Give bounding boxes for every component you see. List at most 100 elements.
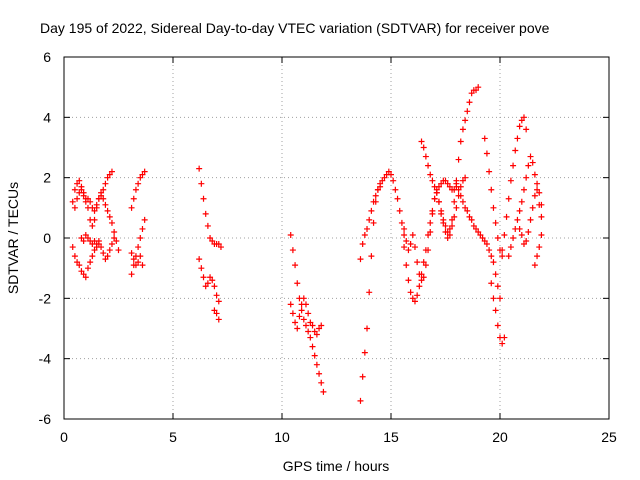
data-point	[444, 180, 451, 187]
series	[196, 256, 222, 305]
data-point	[477, 231, 484, 238]
data-point	[534, 253, 541, 260]
data-point	[78, 186, 85, 193]
data-point	[497, 295, 503, 302]
data-point	[130, 195, 137, 202]
data-point	[132, 262, 139, 269]
data-point	[525, 228, 532, 235]
data-point	[392, 186, 399, 193]
data-point	[78, 268, 85, 275]
data-point	[475, 84, 482, 91]
data-point	[401, 225, 408, 232]
data-point	[104, 174, 111, 181]
data-point	[486, 247, 493, 254]
data-point	[287, 231, 294, 238]
data-point	[200, 274, 207, 281]
data-point	[309, 322, 316, 329]
data-point	[466, 213, 473, 220]
data-point	[137, 174, 144, 181]
data-point	[444, 228, 451, 235]
data-point	[409, 295, 416, 302]
data-point	[403, 238, 410, 245]
data-point	[457, 192, 464, 199]
series	[488, 280, 508, 347]
data-point	[113, 238, 120, 245]
data-point	[139, 171, 146, 178]
data-point	[74, 180, 81, 187]
data-point	[534, 186, 541, 193]
data-point	[76, 189, 83, 196]
data-point	[464, 207, 471, 214]
data-point	[357, 256, 364, 263]
data-point	[74, 195, 81, 202]
data-point	[431, 183, 438, 190]
data-point	[366, 289, 373, 296]
data-point	[425, 231, 432, 238]
x-tick-label: 15	[383, 429, 399, 445]
data-point	[486, 168, 493, 175]
data-point	[538, 201, 545, 208]
data-point	[137, 253, 144, 260]
x-tick-label: 10	[274, 429, 290, 445]
data-point	[84, 195, 91, 202]
data-point	[374, 186, 381, 193]
data-point	[529, 204, 536, 211]
data-point	[534, 180, 541, 187]
data-point	[501, 231, 508, 238]
data-point	[416, 283, 423, 290]
data-point	[488, 253, 495, 260]
data-point	[128, 204, 135, 211]
data-point	[311, 352, 318, 359]
data-point	[492, 219, 499, 226]
data-point	[204, 280, 211, 287]
data-point	[401, 244, 408, 251]
data-point	[84, 265, 91, 272]
data-point	[313, 361, 320, 368]
data-point	[78, 235, 85, 241]
data-point	[139, 262, 146, 269]
data-point	[427, 219, 434, 226]
data-point	[82, 231, 89, 238]
data-point	[198, 180, 205, 187]
data-point	[204, 222, 211, 229]
data-point	[433, 189, 440, 196]
data-point	[368, 253, 375, 260]
data-point	[318, 379, 325, 386]
data-point	[106, 213, 113, 220]
data-point	[531, 262, 538, 269]
data-point	[514, 216, 521, 223]
data-point	[538, 213, 545, 220]
y-tick-label: -4	[39, 351, 52, 367]
data-point	[302, 301, 309, 308]
data-point	[69, 244, 76, 251]
data-point	[507, 177, 514, 184]
data-point	[518, 198, 525, 205]
data-point	[364, 225, 371, 232]
data-point	[531, 192, 538, 199]
series	[357, 183, 384, 263]
data-point	[289, 310, 296, 317]
data-point	[446, 225, 453, 232]
data-point	[111, 228, 118, 235]
data-point	[305, 328, 312, 335]
data-point	[446, 231, 453, 238]
data-point	[405, 247, 412, 254]
data-point	[89, 222, 96, 229]
data-point	[207, 235, 214, 241]
data-point	[538, 231, 545, 238]
data-point	[74, 259, 81, 266]
data-point	[102, 201, 109, 208]
data-point	[483, 150, 490, 157]
data-point	[444, 235, 451, 241]
data-point	[422, 153, 429, 160]
data-point	[510, 162, 517, 169]
data-point	[473, 87, 480, 94]
data-point	[71, 204, 78, 211]
data-point	[494, 283, 501, 290]
data-point	[457, 183, 464, 190]
data-point	[307, 319, 314, 326]
data-point	[368, 207, 375, 214]
data-point	[518, 231, 525, 238]
data-point	[462, 204, 469, 211]
